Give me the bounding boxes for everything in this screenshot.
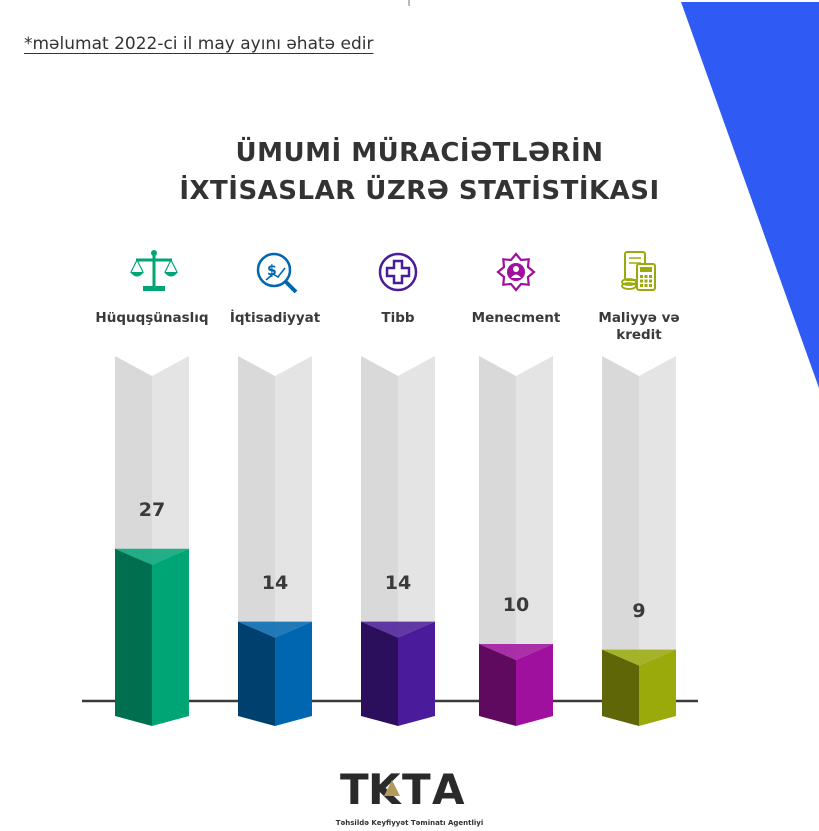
data-label: 14 xyxy=(384,571,412,594)
category-label: Tibb xyxy=(381,310,415,326)
tkta-logo: T K T A Təhsildə Keyfiyyət Təminatı Agen… xyxy=(0,765,819,827)
category-label: Maliyyə və kredit xyxy=(598,310,680,343)
data-label: 9 xyxy=(632,599,646,622)
bar-top-cap xyxy=(479,644,553,660)
svg-text:K: K xyxy=(368,766,402,810)
bar-background-right xyxy=(639,356,676,700)
data-label: 27 xyxy=(138,498,166,521)
bar-3 xyxy=(361,356,435,726)
bar-face-right xyxy=(398,621,435,726)
logo-subtitle: Təhsildə Keyfiyyət Təminatı Agentliyi xyxy=(335,819,484,827)
logo-wordmark: T K T A xyxy=(0,765,819,818)
bar-face-left xyxy=(238,621,275,726)
bar-background-right xyxy=(398,356,435,700)
bar-face-right xyxy=(152,548,189,726)
bar-top-cap xyxy=(361,621,435,638)
gear-manager-icon xyxy=(496,252,536,292)
bar-face-right xyxy=(639,649,676,726)
bar-face-right xyxy=(275,621,312,726)
finance-magnifier-icon: $ xyxy=(256,252,298,294)
bar-background-left xyxy=(238,356,275,700)
bar-face-right xyxy=(516,644,553,726)
bar-5 xyxy=(602,356,676,726)
category-label: Hüquqşünaslıq xyxy=(95,310,209,326)
bar-face-left xyxy=(115,548,152,726)
bar-2 xyxy=(238,356,312,726)
bar-background-left xyxy=(479,356,516,700)
category-label: İqtisadiyyat xyxy=(229,310,321,326)
bar-background-right xyxy=(275,356,312,700)
data-label: 10 xyxy=(502,594,530,616)
svg-text:T: T xyxy=(402,766,432,810)
bar-face-left xyxy=(602,649,639,726)
bar-face-left xyxy=(361,621,398,726)
chart-title: ÜMUMİ MÜRACİƏTLƏRİN İXTİSASLAR ÜZRƏ STAT… xyxy=(0,134,819,210)
calculator-document-icon xyxy=(621,251,656,291)
data-label: 14 xyxy=(261,571,289,594)
svg-text:$: $ xyxy=(267,263,277,279)
bar-4 xyxy=(479,356,553,726)
svg-text:A: A xyxy=(432,766,466,810)
bar-top-cap xyxy=(602,649,676,666)
bar-background-left xyxy=(602,356,639,700)
scales-icon xyxy=(130,250,178,291)
bar-face-left xyxy=(479,644,516,726)
medical-cross-icon xyxy=(378,252,418,292)
chart-title-line-1: ÜMUMİ MÜRACİƏTLƏRİN xyxy=(235,138,604,168)
bar-1 xyxy=(115,356,189,726)
svg-text:T: T xyxy=(340,766,370,810)
bar-background-left xyxy=(361,356,398,700)
chart-title-line-2: İXTİSASLAR ÜZRƏ STATİSTİKASI xyxy=(179,176,660,206)
bar-top-cap xyxy=(115,548,189,565)
bar-top-cap xyxy=(238,621,312,638)
logo-wordmark-graphic: T K T A xyxy=(340,765,466,814)
data-period-note: *məlumat 2022-ci il may ayını əhatə edir xyxy=(24,34,374,54)
category-label: Menecment xyxy=(471,310,561,326)
bar-background-right xyxy=(516,356,553,700)
